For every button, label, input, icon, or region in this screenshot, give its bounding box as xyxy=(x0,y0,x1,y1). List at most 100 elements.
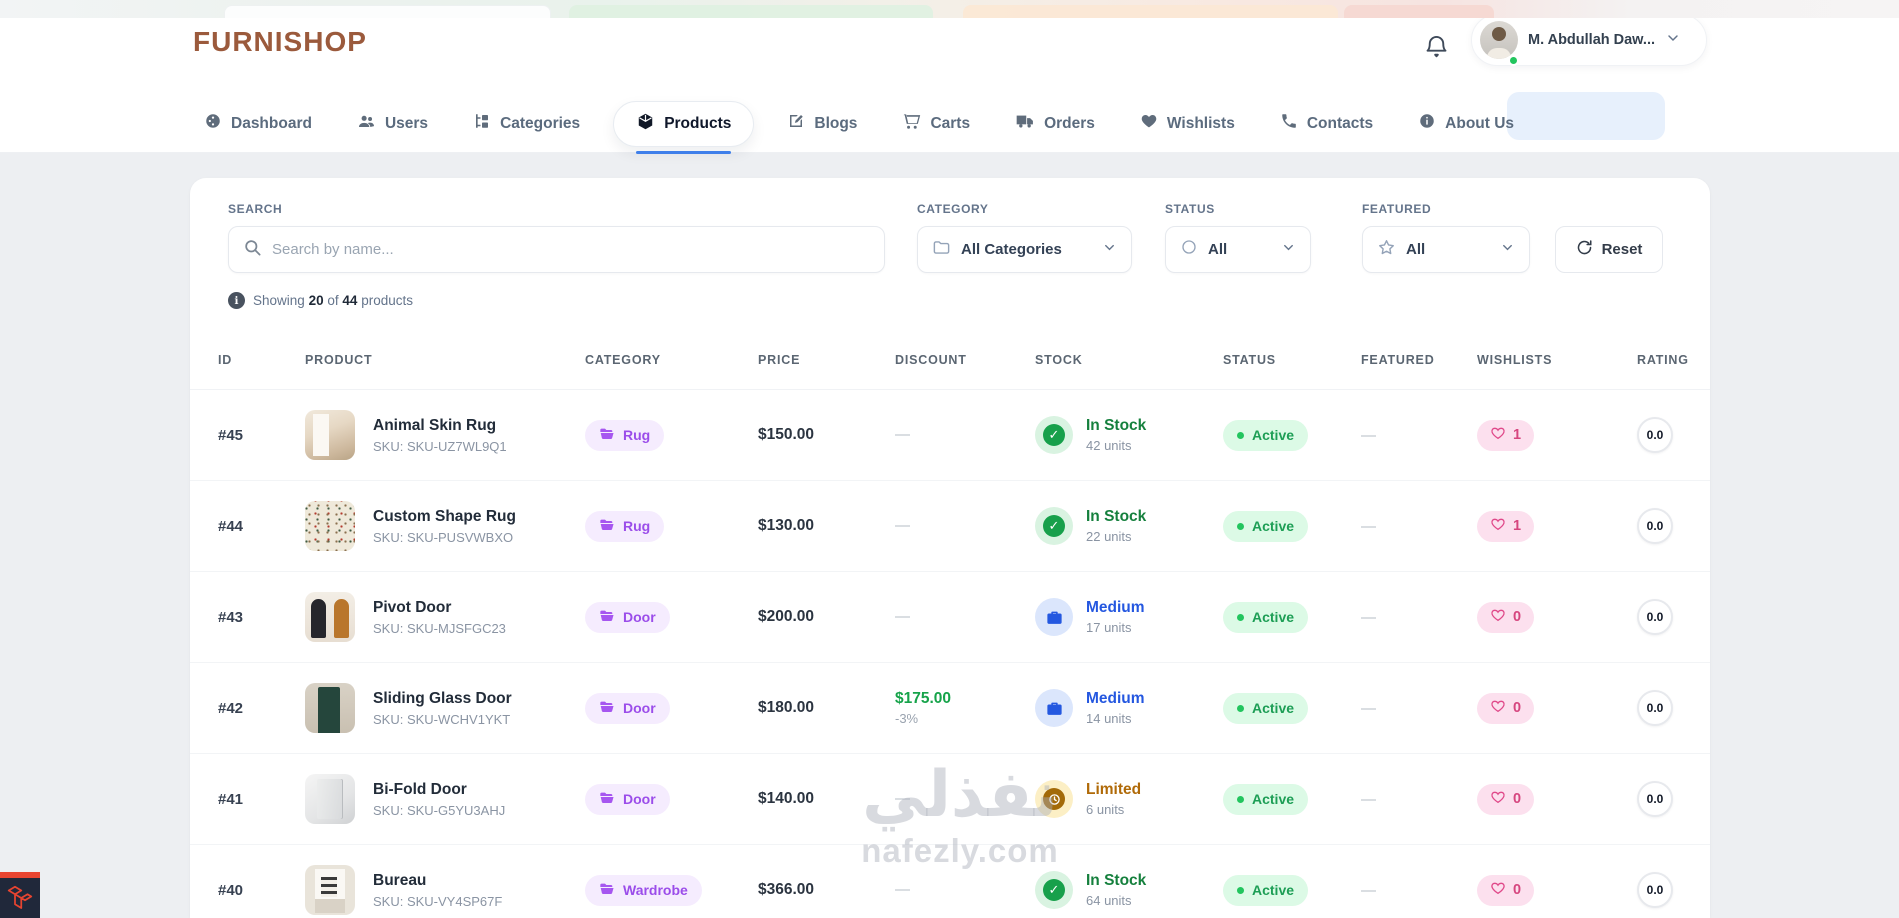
status-select-value: All xyxy=(1208,241,1228,258)
status-select[interactable]: All xyxy=(1165,226,1311,273)
discount-dash: — xyxy=(895,790,910,807)
heart-outline-icon xyxy=(1490,607,1506,627)
featured-select-value: All xyxy=(1406,241,1426,258)
product-image xyxy=(305,774,355,824)
stock-icon: ✓ xyxy=(1035,507,1073,545)
search-label: SEARCH xyxy=(228,202,283,216)
stock-units: 14 units xyxy=(1086,711,1132,726)
wishlist-badge[interactable]: 0 xyxy=(1477,692,1535,724)
nav-item-carts[interactable]: Carts xyxy=(890,102,982,146)
rating-value: 0.0 xyxy=(1646,701,1664,715)
table-row[interactable]: #44 Custom Shape Rug SKU: SKU-PUSVWBXO R… xyxy=(190,481,1710,572)
brand-logo[interactable]: FURNISHOP xyxy=(193,26,367,57)
category-badge: Door xyxy=(585,692,670,724)
column-header-wishlists: WISHLISTS xyxy=(1477,352,1553,367)
wishlist-count: 0 xyxy=(1513,700,1522,716)
table-row[interactable]: #43 Pivot Door SKU: SKU-MJSFGC23 Door $2… xyxy=(190,572,1710,663)
nav-item-products[interactable]: Products xyxy=(613,100,755,154)
heart-outline-icon xyxy=(1490,789,1506,809)
nav-item-orders[interactable]: Orders xyxy=(1003,101,1107,146)
stock-icon xyxy=(1035,689,1073,727)
results-summary: i Showing 20 of 44 products xyxy=(228,292,413,309)
stock-cell: Limited 6 units xyxy=(1035,780,1223,818)
online-status-dot xyxy=(1508,55,1519,66)
stock-units: 64 units xyxy=(1086,893,1132,908)
folder-icon xyxy=(932,238,951,262)
chevron-down-icon xyxy=(1500,240,1515,260)
row-id: #42 xyxy=(218,699,244,717)
check-circle-icon: ✓ xyxy=(1043,424,1065,446)
column-header-discount: DISCOUNT xyxy=(895,352,967,367)
truck-icon xyxy=(1015,111,1035,136)
column-header-status: STATUS xyxy=(1223,352,1276,367)
box-icon xyxy=(1045,699,1064,718)
stock-label: In Stock xyxy=(1086,508,1147,525)
nav-item-categories[interactable]: Categories xyxy=(461,102,592,145)
price-value: $366.00 xyxy=(758,881,815,898)
products-panel: SEARCH CATEGORY STATUS FEATURED All Cate… xyxy=(190,178,1710,918)
price-value: $150.00 xyxy=(758,426,815,443)
folder-open-icon xyxy=(599,790,615,809)
stock-cell: ✓ In Stock 64 units xyxy=(1035,871,1223,909)
product-sku: SKU: SKU-G5YU3AHJ xyxy=(373,802,506,818)
nav-item-users[interactable]: Users xyxy=(345,102,440,146)
stock-icon xyxy=(1035,780,1073,818)
refresh-icon xyxy=(1576,239,1593,260)
nav-item-blogs[interactable]: Blogs xyxy=(775,102,869,145)
category-label: CATEGORY xyxy=(917,202,989,216)
heart-icon xyxy=(1140,112,1158,135)
stock-text: Medium 14 units xyxy=(1086,690,1145,726)
stock-label: In Stock xyxy=(1086,417,1147,434)
nav-item-wishlists[interactable]: Wishlists xyxy=(1128,102,1247,145)
search-input[interactable] xyxy=(272,241,870,258)
product-name: Sliding Glass Door xyxy=(373,689,512,707)
column-header-stock: STOCK xyxy=(1035,352,1083,367)
table-row[interactable]: #45 Animal Skin Rug SKU: SKU-UZ7WL9Q1 Ru… xyxy=(190,390,1710,481)
price-value: $140.00 xyxy=(758,790,815,807)
chevron-down-icon xyxy=(1102,240,1117,260)
notifications-button[interactable] xyxy=(1416,28,1456,68)
stock-text: In Stock 64 units xyxy=(1086,872,1146,908)
folder-open-icon xyxy=(599,881,615,900)
table-body: #45 Animal Skin Rug SKU: SKU-UZ7WL9Q1 Ru… xyxy=(190,390,1710,918)
category-label: Rug xyxy=(623,427,651,443)
box-icon xyxy=(1045,608,1064,627)
nav-label: Users xyxy=(384,114,429,132)
wishlist-badge[interactable]: 1 xyxy=(1477,510,1535,542)
table-row[interactable]: #40 Bureau SKU: SKU-VY4SP67F Wardrobe $3… xyxy=(190,845,1710,918)
table-row[interactable]: #42 Sliding Glass Door SKU: SKU-WCHV1YKT… xyxy=(190,663,1710,754)
featured-select[interactable]: All xyxy=(1362,226,1530,273)
featured-value: — xyxy=(1361,426,1376,444)
product-name: Bureau xyxy=(373,871,427,889)
wishlist-badge[interactable]: 0 xyxy=(1477,874,1535,906)
heart-outline-icon xyxy=(1490,425,1506,445)
faded-action-button[interactable] xyxy=(1507,92,1665,140)
wishlist-badge[interactable]: 0 xyxy=(1477,601,1535,633)
product-text: Bi-Fold Door SKU: SKU-G5YU3AHJ xyxy=(373,781,505,818)
category-badge: Wardrobe xyxy=(585,874,702,906)
status-dot xyxy=(1237,886,1244,894)
nav-item-about-us[interactable]: About Us xyxy=(1406,102,1526,145)
nav-item-dashboard[interactable]: Dashboard xyxy=(192,102,324,145)
laravel-debugbar-badge[interactable] xyxy=(0,872,40,918)
stock-icon: ✓ xyxy=(1035,871,1073,909)
product-sku: SKU: SKU-UZ7WL9Q1 xyxy=(373,438,507,454)
stock-cell: Medium 14 units xyxy=(1035,689,1223,727)
rating-badge: 0.0 xyxy=(1637,417,1673,453)
wishlist-badge[interactable]: 1 xyxy=(1477,419,1535,451)
dashboard-icon xyxy=(204,112,222,135)
stock-units: 42 units xyxy=(1086,438,1132,453)
category-select[interactable]: All Categories xyxy=(917,226,1132,273)
heart-outline-icon xyxy=(1490,698,1506,718)
check-circle-icon: ✓ xyxy=(1043,515,1065,537)
user-menu[interactable]: M. Abdullah Daw... xyxy=(1471,14,1707,66)
discount-cell: — xyxy=(895,608,1035,626)
info-icon: i xyxy=(228,292,245,309)
wishlist-badge[interactable]: 0 xyxy=(1477,783,1535,815)
nav-item-contacts[interactable]: Contacts xyxy=(1268,102,1385,145)
price-value: $200.00 xyxy=(758,608,815,625)
reset-button[interactable]: Reset xyxy=(1555,226,1663,273)
nav-label: Carts xyxy=(930,114,971,132)
table-row[interactable]: #41 Bi-Fold Door SKU: SKU-G5YU3AHJ Door … xyxy=(190,754,1710,845)
price-value: $180.00 xyxy=(758,699,815,716)
